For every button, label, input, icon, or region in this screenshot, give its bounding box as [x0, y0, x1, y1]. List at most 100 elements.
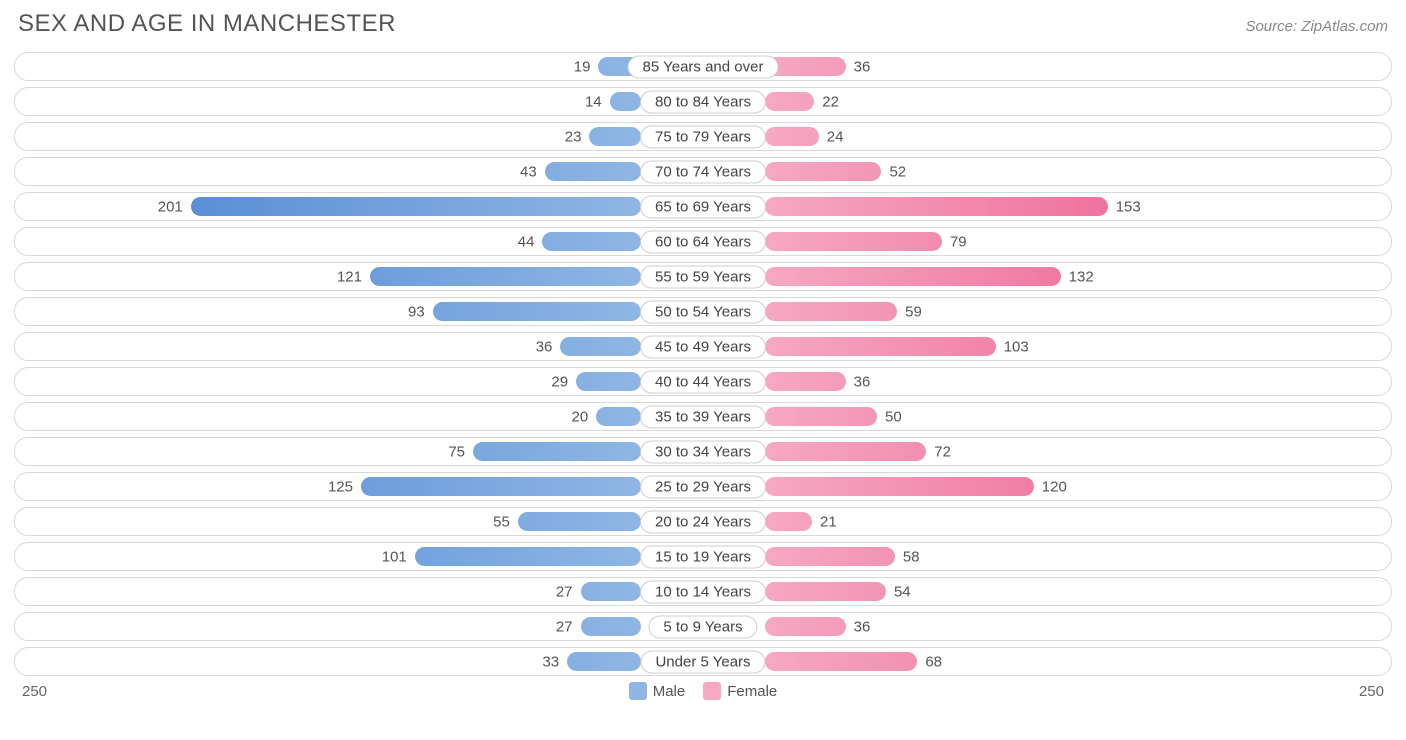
- female-bar: [765, 232, 942, 251]
- age-row: 121 132 55 to 59 Years: [14, 262, 1392, 291]
- female-bar: [765, 442, 926, 461]
- chart-area: 19 36 85 Years and over 14 22 80 to 84 Years 2…: [14, 52, 1392, 676]
- age-label: Under 5 Years: [640, 650, 765, 673]
- age-label: 85 Years and over: [628, 55, 779, 78]
- male-value: 121: [337, 268, 362, 285]
- male-value: 33: [542, 653, 559, 670]
- female-value: 132: [1069, 268, 1094, 285]
- male-value: 43: [520, 163, 537, 180]
- age-label: 20 to 24 Years: [640, 510, 766, 533]
- legend-item-female: Female: [703, 682, 777, 700]
- female-value: 21: [820, 513, 837, 530]
- axis-right-max: 250: [1359, 683, 1384, 700]
- male-value: 27: [556, 583, 573, 600]
- female-value: 54: [894, 583, 911, 600]
- age-label: 40 to 44 Years: [640, 370, 766, 393]
- age-label: 50 to 54 Years: [640, 300, 766, 323]
- female-bar: [765, 127, 819, 146]
- age-row: 293640 to 44 Years: [14, 367, 1392, 396]
- axis-left-max: 250: [22, 683, 47, 700]
- age-row: 447960 to 64 Years: [14, 227, 1392, 256]
- male-bar: [473, 442, 641, 461]
- female-value: 103: [1004, 338, 1029, 355]
- male-bar: [576, 372, 641, 391]
- age-row: 36 103 45 to 49 Years: [14, 332, 1392, 361]
- age-label: 80 to 84 Years: [640, 90, 766, 113]
- age-row: 232475 to 79 Years: [14, 122, 1392, 151]
- legend-label-female: Female: [727, 683, 777, 700]
- age-label: 70 to 74 Years: [640, 160, 766, 183]
- male-bar: [370, 267, 641, 286]
- female-value: 22: [822, 93, 839, 110]
- age-row: 27 36 5 to 9 Years: [14, 612, 1392, 641]
- male-value: 14: [585, 93, 602, 110]
- female-bar: [765, 197, 1108, 216]
- age-label: 75 to 79 Years: [640, 125, 766, 148]
- female-value: 59: [905, 303, 922, 320]
- male-value: 20: [572, 408, 589, 425]
- age-row: 20 50 35 to 39 Years: [14, 402, 1392, 431]
- male-value: 93: [408, 303, 425, 320]
- female-value: 58: [903, 548, 920, 565]
- age-row: 19 36 85 Years and over: [14, 52, 1392, 81]
- female-bar: [765, 372, 846, 391]
- male-bar: [581, 617, 641, 636]
- male-bar: [610, 92, 641, 111]
- female-bar: [765, 477, 1034, 496]
- female-value: 36: [854, 618, 871, 635]
- male-value: 125: [328, 478, 353, 495]
- age-row: 757230 to 34 Years: [14, 437, 1392, 466]
- male-bar: [191, 197, 641, 216]
- age-row: 101 58 15 to 19 Years: [14, 542, 1392, 571]
- female-bar: [765, 302, 897, 321]
- male-value: 101: [382, 548, 407, 565]
- legend: Male Female: [629, 682, 778, 700]
- male-bar: [545, 162, 641, 181]
- female-bar: [765, 512, 812, 531]
- age-row: 20115365 to 69 Years: [14, 192, 1392, 221]
- age-label: 35 to 39 Years: [640, 405, 766, 428]
- female-value: 36: [854, 373, 871, 390]
- age-label: 65 to 69 Years: [640, 195, 766, 218]
- female-value: 79: [950, 233, 967, 250]
- age-label: 45 to 49 Years: [640, 335, 766, 358]
- male-bar: [415, 547, 641, 566]
- chart-header: SEX AND AGE IN MANCHESTER Source: ZipAtl…: [14, 10, 1392, 38]
- female-bar: [765, 407, 877, 426]
- female-bar: [765, 547, 895, 566]
- male-value: 36: [536, 338, 553, 355]
- male-value: 55: [493, 513, 510, 530]
- male-bar: [581, 582, 641, 601]
- male-value: 23: [565, 128, 582, 145]
- age-label: 5 to 9 Years: [648, 615, 757, 638]
- male-bar: [567, 652, 641, 671]
- female-value: 72: [934, 443, 951, 460]
- female-bar: [765, 162, 881, 181]
- age-row: 14 22 80 to 84 Years: [14, 87, 1392, 116]
- female-bar: [765, 267, 1061, 286]
- male-bar: [542, 232, 641, 251]
- female-bar: [765, 337, 996, 356]
- female-value: 50: [885, 408, 902, 425]
- chart-footer: 250 Male Female 250: [14, 682, 1392, 700]
- male-value: 201: [158, 198, 183, 215]
- female-bar: [765, 92, 814, 111]
- male-bar: [433, 302, 641, 321]
- male-value: 75: [448, 443, 465, 460]
- legend-swatch-male: [629, 682, 647, 700]
- age-row: 27 54 10 to 14 Years: [14, 577, 1392, 606]
- male-value: 19: [574, 58, 591, 75]
- age-label: 10 to 14 Years: [640, 580, 766, 603]
- male-bar: [596, 407, 641, 426]
- age-label: 55 to 59 Years: [640, 265, 766, 288]
- age-row: 93 59 50 to 54 Years: [14, 297, 1392, 326]
- male-value: 27: [556, 618, 573, 635]
- female-bar: [765, 617, 846, 636]
- female-value: 36: [854, 58, 871, 75]
- female-value: 120: [1042, 478, 1067, 495]
- male-bar: [361, 477, 641, 496]
- chart-title: SEX AND AGE IN MANCHESTER: [18, 10, 396, 38]
- chart-source: Source: ZipAtlas.com: [1245, 18, 1388, 35]
- age-label: 15 to 19 Years: [640, 545, 766, 568]
- age-row: 55 21 20 to 24 Years: [14, 507, 1392, 536]
